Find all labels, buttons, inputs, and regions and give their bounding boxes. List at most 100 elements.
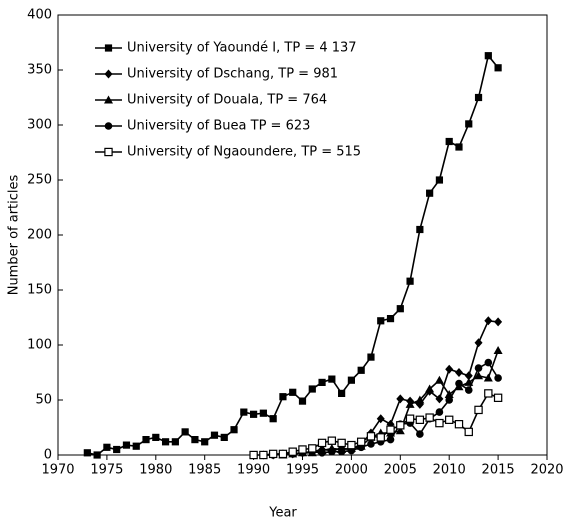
legend-label: University of Douala, TP = 764 [127,93,327,108]
marker [161,438,170,446]
marker [278,449,288,459]
x-axis-label: Year [268,506,297,521]
marker [445,396,454,404]
marker [435,418,444,428]
x-tick-label: 1970 [41,463,74,478]
marker [435,408,444,416]
marker [268,449,278,459]
marker [493,346,503,354]
marker [357,366,365,374]
marker [366,432,376,441]
marker [405,414,415,423]
legend-label: University of Dschang, TP = 981 [127,67,338,82]
marker [201,438,209,446]
marker [435,394,444,404]
marker [83,449,91,457]
marker [465,120,473,128]
x-tick-label: 1995 [286,463,319,478]
marker [347,440,356,450]
marker [406,277,414,285]
y-tick-label: 200 [27,228,52,243]
marker [240,408,248,416]
marker [484,316,493,326]
marker [104,69,113,79]
marker [416,430,424,438]
marker [250,410,258,418]
marker [454,420,464,429]
marker [122,441,131,449]
marker [279,393,287,401]
marker [259,409,267,417]
y-tick-label: 400 [27,8,52,23]
x-tick-label: 1975 [90,463,123,478]
y-tick-label: 250 [27,173,52,188]
marker [93,451,101,459]
marker [484,52,492,60]
legend-label: University of Yaoundé I, TP = 4 137 [127,41,357,56]
marker [191,436,199,444]
marker [104,147,113,157]
marker [104,122,113,130]
y-tick-label: 350 [27,63,52,78]
legend-label: University of Ngaoundere, TP = 515 [127,145,361,160]
marker [425,413,434,422]
marker [386,425,395,434]
marker [259,450,268,460]
x-tick-label: 2015 [482,463,515,478]
y-tick-label: 0 [44,448,52,463]
marker [308,385,316,393]
marker [377,317,385,325]
marker [318,449,326,457]
marker [289,388,297,396]
marker [113,445,121,454]
marker [376,414,385,424]
marker [445,364,454,374]
x-tick-label: 2000 [335,463,368,478]
marker [474,371,484,380]
marker [474,338,483,348]
marker [386,315,395,323]
x-tick-label: 1990 [237,463,270,478]
marker [494,317,503,327]
marker [298,445,307,454]
x-tick-label: 2020 [530,463,563,478]
marker [367,353,375,361]
marker [415,415,425,425]
marker [367,440,375,448]
marker [405,399,415,408]
marker [396,394,405,404]
marker [464,427,473,437]
marker [376,433,385,442]
marker [152,433,160,441]
marker [317,438,327,448]
marker [396,305,404,313]
marker [230,426,238,434]
y-tick-label: 100 [27,338,52,353]
marker [132,442,140,450]
marker [395,426,405,435]
marker [415,395,425,404]
y-axis-label: Number of articles [7,174,22,295]
marker [249,450,258,460]
marker [494,64,502,72]
marker [337,438,346,448]
marker [445,137,453,146]
marker [445,415,454,425]
marker [396,421,405,430]
marker [435,176,444,184]
marker [104,44,113,52]
marker [426,189,434,197]
marker [494,374,502,382]
x-tick-label: 2010 [433,463,466,478]
marker [104,95,113,104]
marker [425,384,435,393]
marker [347,376,355,384]
marker [434,375,444,384]
y-tick-label: 50 [35,393,52,408]
marker [464,386,473,394]
marker [474,405,483,415]
marker [484,358,493,367]
x-tick-label: 1980 [139,463,172,478]
marker [308,444,317,453]
marker [142,436,150,444]
